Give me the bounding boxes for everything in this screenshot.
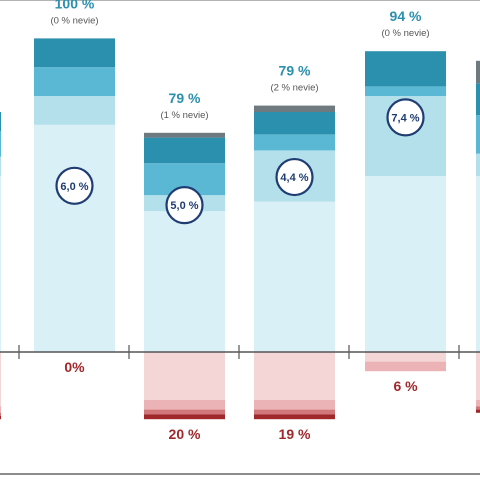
bar-6-pos-segment-1: [476, 176, 480, 352]
bar-5-neg-segment-2: [365, 361, 446, 372]
bar-6-pos-segment-5: [476, 60, 480, 84]
bar-1-neg-segment-3: [0, 412, 1, 416]
bar-5-neg-segment-1: [365, 352, 446, 362]
bar-3-negative-label: 20 %: [169, 426, 201, 442]
bar-4-pos-segment-1: [254, 201, 335, 352]
bar-1-neg-segment-4: [0, 416, 1, 420]
bar-6-pos-segment-4: [476, 83, 480, 116]
bar-6-neg-segment-3: [476, 406, 480, 410]
bar-4-neg-segment-4: [254, 414, 335, 420]
bar-2-negative-label: 0%: [64, 359, 85, 375]
bar-group-3: 79 % (1 % nevie) 5,0 % 20 %: [144, 90, 225, 442]
bar-3-unknown-label: (1 % nevie): [160, 110, 208, 121]
bar-3-pos-segment-5: [144, 132, 225, 138]
bar-3-neg-segment-1: [144, 352, 225, 400]
bar-6-neg-segment-2: [476, 400, 480, 407]
bar-1-neg-segment-2: [0, 406, 1, 413]
bar-3-neg-segment-3: [144, 409, 225, 415]
bar-group-6: [476, 60, 480, 413]
bar-3-pos-segment-4: [144, 137, 225, 164]
bar-3-circle-label: 5,0 %: [170, 200, 198, 212]
bar-group-2: 100 % (0 % nevie) 6,0 % 0%: [34, 0, 115, 375]
bar-6-neg-segment-4: [476, 409, 480, 413]
bar-2-pos-segment-1: [34, 124, 115, 352]
bar-3-positive-label: 79 %: [169, 90, 201, 106]
bar-4-neg-segment-3: [254, 409, 335, 415]
bar-2-unknown-label: (0 % nevie): [50, 15, 98, 26]
bar-1-pos-segment-2: [0, 156, 1, 176]
bar-1-neg-segment-1: [0, 352, 1, 407]
bar-6-neg-segment-1: [476, 352, 480, 400]
bar-5-circle-marker: [386, 98, 425, 137]
bar-1-pos-segment-4: [0, 112, 1, 132]
bar-2-circle-label: 6,0 %: [60, 181, 88, 193]
bar-5-pos-segment-4: [365, 51, 446, 87]
bar-3-pos-segment-1: [144, 211, 225, 352]
bar-5-circle-label: 7,4 %: [391, 112, 419, 124]
bar-1-pos-segment-1: [0, 176, 1, 352]
bar-5-negative-label: 6 %: [393, 378, 418, 394]
bar-2-pos-segment-3: [34, 67, 115, 96]
bar-2-pos-segment-4: [34, 38, 115, 68]
bar-5-unknown-label: (0 % nevie): [381, 28, 429, 39]
bar-2-pos-segment-2: [34, 96, 115, 125]
bar-4-circle-marker: [275, 157, 314, 197]
bar-4-pos-segment-4: [254, 112, 335, 135]
bar-4-pos-segment-5: [254, 105, 335, 112]
bar-group-5: 94 % (0 % nevie) 7,4 % 6 %: [365, 8, 446, 394]
bar-group-4: 79 % (2 % nevie) 4,4 % 19 %: [254, 63, 335, 442]
bar-3-neg-segment-4: [144, 414, 225, 420]
bar-1-pos-segment-3: [0, 131, 1, 157]
bar-4-neg-segment-2: [254, 400, 335, 410]
bar-3-neg-segment-2: [144, 400, 225, 410]
bar-4-neg-segment-1: [254, 352, 335, 400]
bar-5-positive-label: 94 %: [390, 8, 422, 24]
bar-2-positive-label: 100 %: [55, 0, 95, 11]
bar-group-1: [0, 112, 1, 420]
bar-2-circle-marker: [55, 166, 94, 205]
bar-3-circle-marker: [165, 186, 204, 225]
bar-4-unknown-label: (2 % nevie): [270, 83, 318, 94]
bar-5-pos-segment-1: [365, 176, 446, 352]
bar-4-circle-label: 4,4 %: [280, 172, 308, 184]
bar-4-pos-segment-3: [254, 134, 335, 151]
bar-6-pos-segment-3: [476, 115, 480, 154]
bar-4-positive-label: 79 %: [279, 63, 311, 79]
bar-6-pos-segment-2: [476, 153, 480, 176]
bar-4-negative-label: 19 %: [279, 426, 311, 442]
bar-5-pos-segment-3: [365, 86, 446, 96]
